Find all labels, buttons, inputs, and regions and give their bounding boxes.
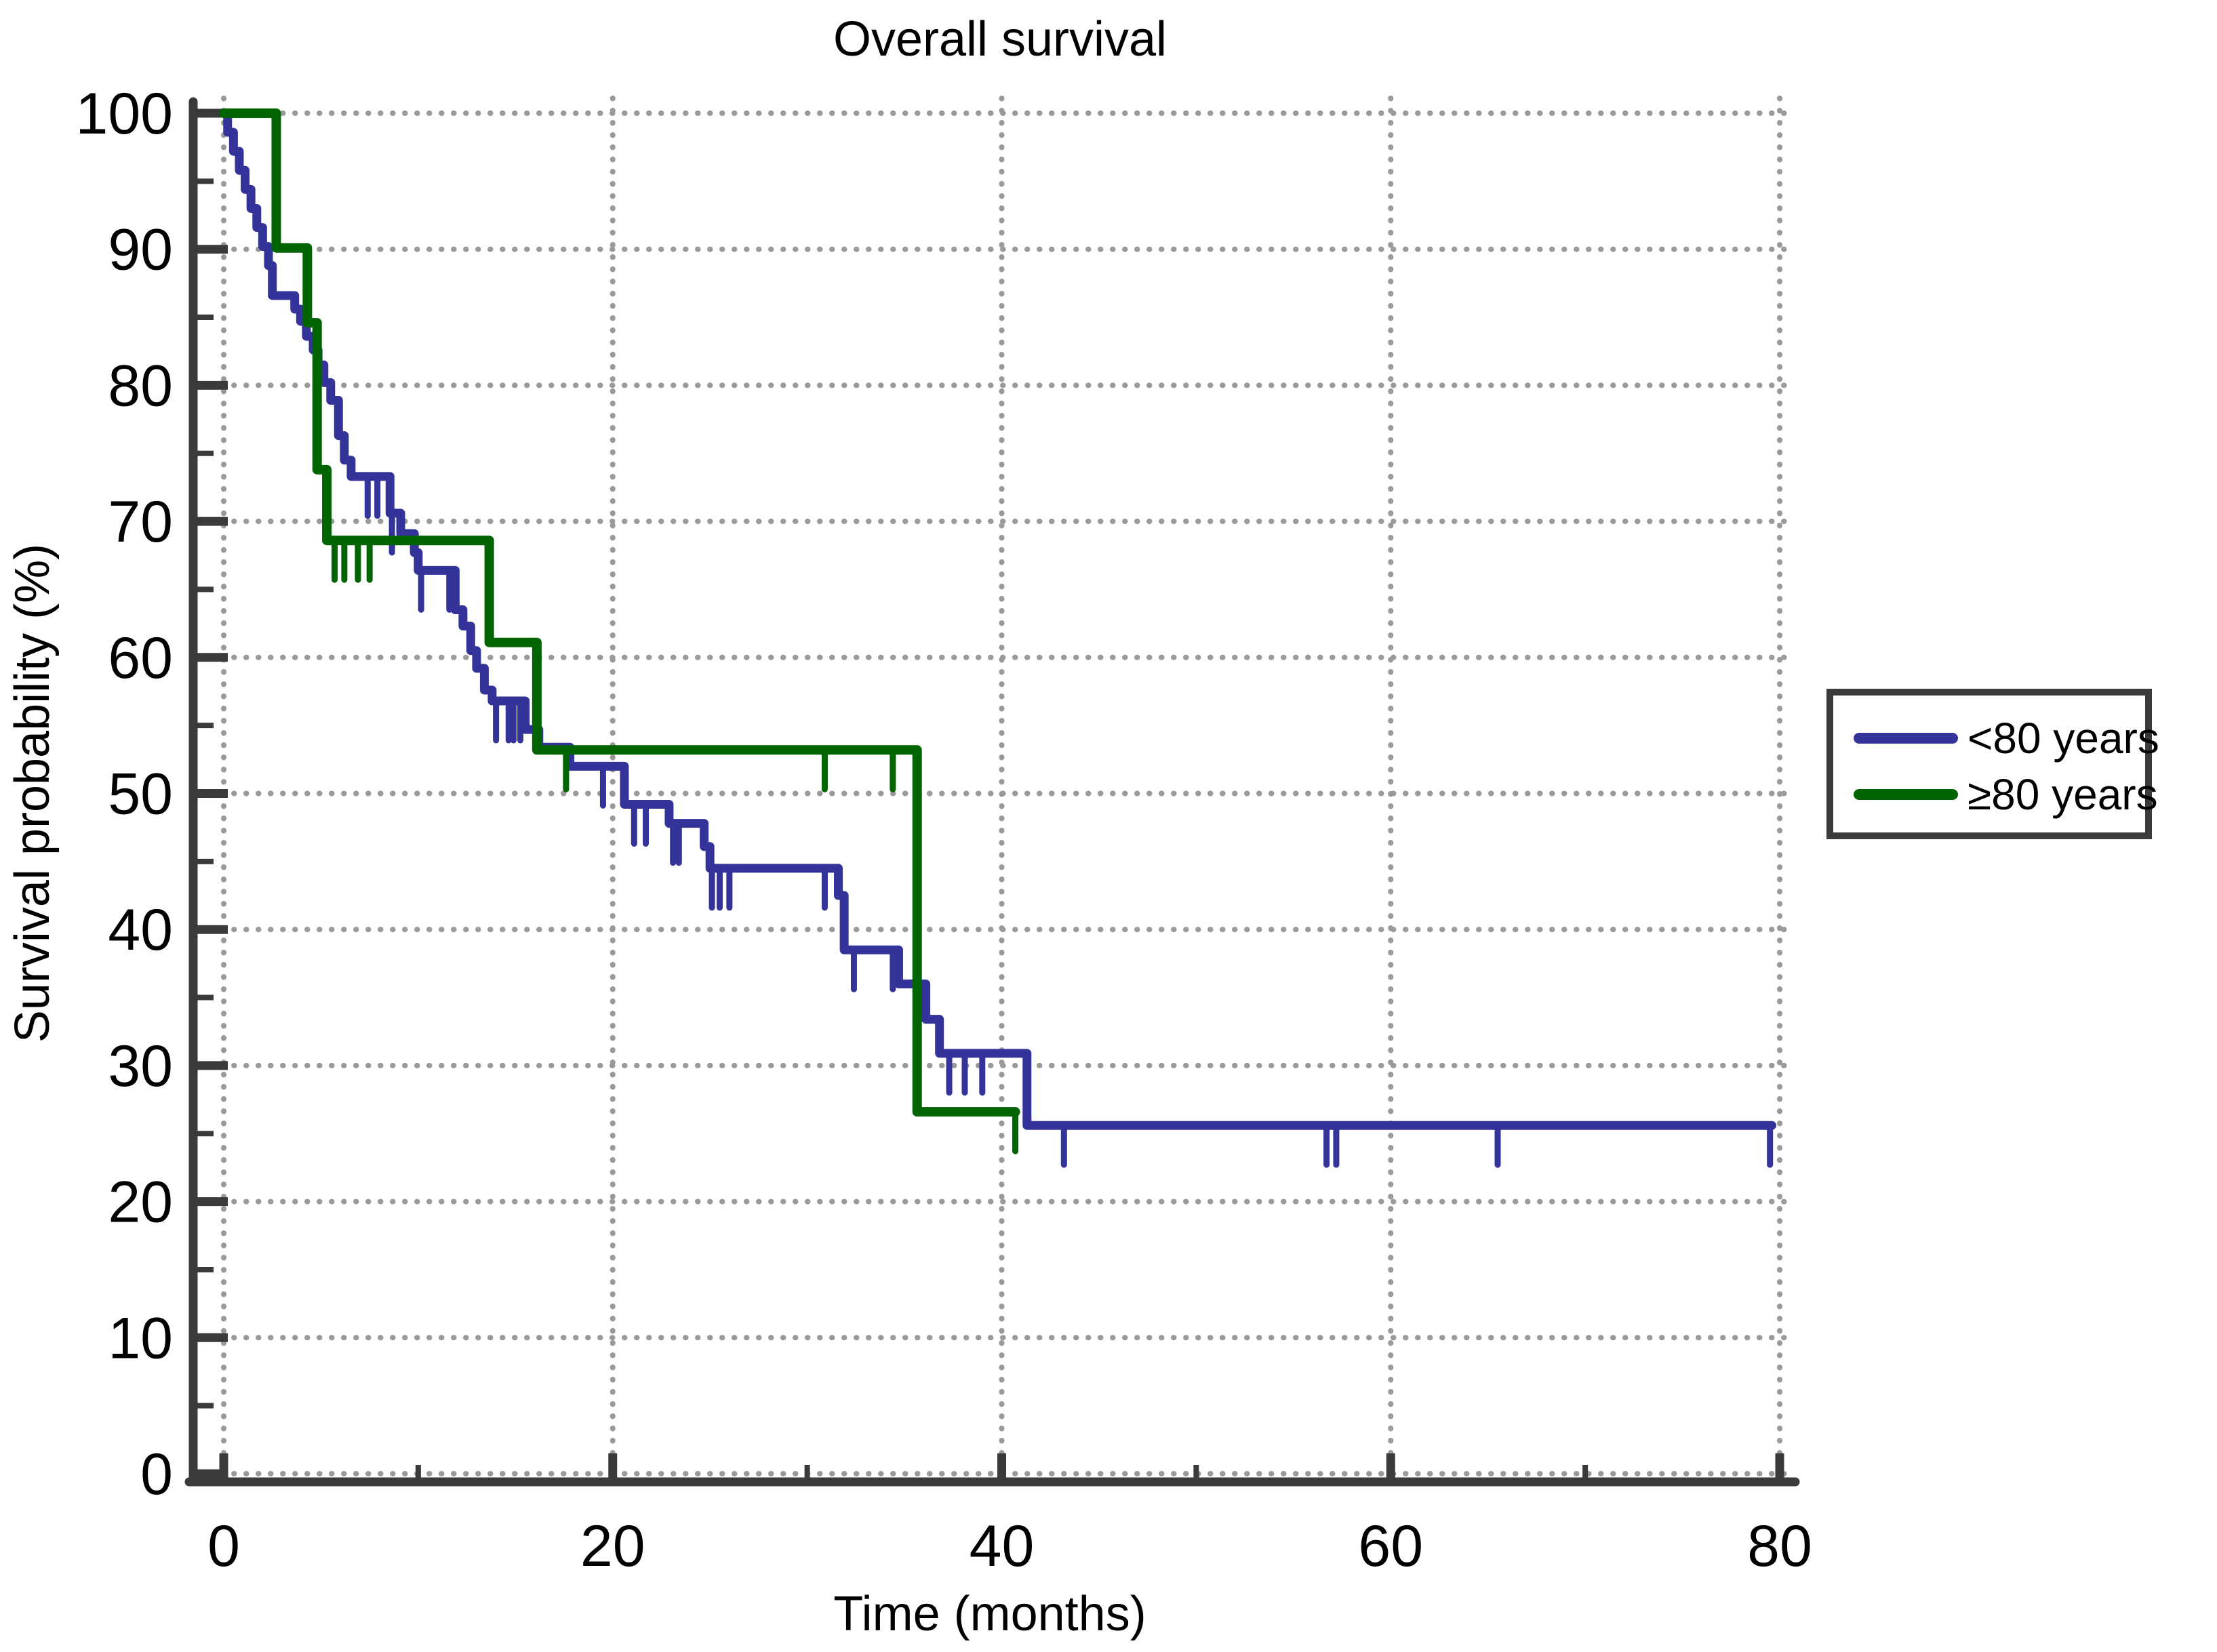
- series-curve-under80: [219, 108, 1777, 1130]
- legend-label-under80: <80 years: [1968, 714, 2159, 763]
- y-tick-label: 40: [108, 898, 173, 963]
- x-tick-label: 80: [1747, 1514, 1812, 1579]
- y-tick-label: 10: [108, 1306, 173, 1371]
- x-tick-label: 20: [580, 1514, 645, 1579]
- legend-box: [1826, 689, 2152, 839]
- x-tick-label: 40: [970, 1514, 1035, 1579]
- y-tick-label: 100: [76, 81, 174, 146]
- y-tick-label: 60: [108, 626, 173, 691]
- y-tick-label: 20: [108, 1170, 173, 1235]
- series-curve-over80: [219, 108, 1020, 1117]
- y-tick-label: 50: [108, 762, 173, 827]
- x-tick-label: 0: [207, 1514, 240, 1579]
- y-tick-label: 90: [108, 218, 173, 283]
- x-axis-title: Time (months): [833, 1587, 1146, 1641]
- y-tick-label: 70: [108, 489, 173, 555]
- chart-labels: Overall survival Time (months) Survival …: [5, 12, 2159, 1641]
- legend: <80 years ≥80 years: [1826, 689, 2159, 839]
- y-tick-label: 30: [108, 1034, 173, 1099]
- chart-title: Overall survival: [833, 12, 1167, 66]
- y-tick-label: 80: [108, 353, 173, 418]
- x-tick-label: 60: [1358, 1514, 1423, 1579]
- y-axis-title: Survival probability (%): [5, 544, 60, 1043]
- legend-label-over80: ≥80 years: [1968, 770, 2158, 819]
- y-tick-label: 0: [140, 1442, 173, 1507]
